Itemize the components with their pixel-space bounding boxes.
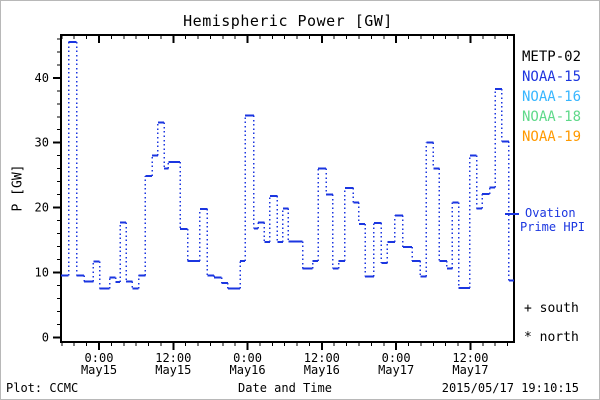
y-tick-label: 30: [35, 136, 49, 150]
chart-title: Hemispheric Power [GW]: [183, 12, 393, 30]
y-tick-label: 10: [35, 266, 49, 280]
x-tick-label-date: May16: [304, 363, 340, 377]
south-marker-label: + south: [524, 301, 579, 316]
legend-item-noaa-15: NOAA-15: [522, 69, 582, 85]
x-tick-label-time: 12:00: [304, 351, 340, 365]
x-tick-label-date: May15: [81, 363, 117, 377]
x-tick-label-time: 0:00: [382, 351, 411, 365]
x-tick-label-time: 0:00: [233, 351, 262, 365]
axes-group: [53, 34, 515, 350]
ovation-label-line1: Ovation: [525, 206, 576, 220]
x-axis-label: Date and Time: [238, 381, 332, 395]
north-marker-label: * north: [524, 330, 579, 345]
legend-item-noaa-19: NOAA-19: [522, 129, 582, 145]
x-tick-label-date: May17: [378, 363, 414, 377]
y-tick-label: 40: [35, 71, 49, 85]
x-tick-label-time: 12:00: [155, 351, 191, 365]
x-tick-label-date: May17: [452, 363, 488, 377]
ovation-label-line2: Prime HPI: [520, 220, 586, 234]
hpi-step-series: [61, 41, 514, 290]
legend-item-metp-02: METP-02: [522, 49, 582, 65]
plot-credit: Plot: CCMC: [6, 381, 79, 395]
timestamp: 2015/05/17 19:10:15: [441, 381, 579, 395]
x-tick-label-time: 0:00: [85, 351, 114, 365]
y-axis-label: P [GW]: [10, 164, 26, 212]
x-tick-label-date: May16: [230, 363, 266, 377]
satellite-legend: METP-02 NOAA-15 NOAA-16 NOAA-18 NOAA-19: [522, 47, 581, 147]
y-tick-label: 20: [35, 201, 49, 215]
tick-labels: 0102030400:00May1512:00May150:00May1612:…: [35, 71, 489, 377]
y-tick-label: 0: [42, 330, 49, 344]
legend-item-noaa-16: NOAA-16: [522, 89, 582, 105]
x-tick-label-date: May15: [155, 363, 191, 377]
legend-item-noaa-18: NOAA-18: [522, 109, 582, 125]
x-tick-label-time: 12:00: [452, 351, 488, 365]
